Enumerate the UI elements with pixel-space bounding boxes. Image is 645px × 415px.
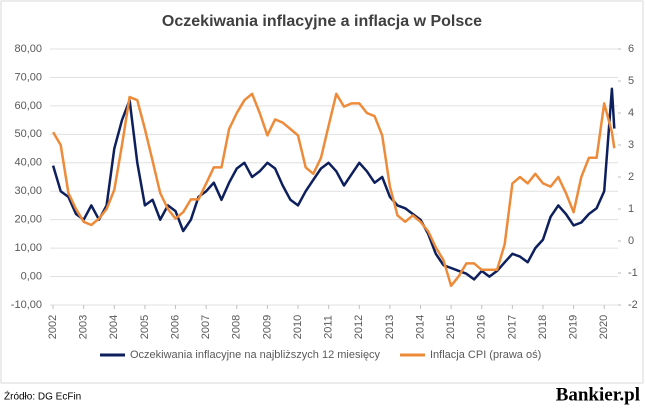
- y2-tick-label: 3: [628, 139, 634, 151]
- y-tick-label: 80,00: [14, 43, 42, 55]
- y-tick-label: 0,00: [21, 270, 42, 282]
- x-tick-label: 2019: [568, 315, 580, 339]
- y2-tick-label: 6: [628, 43, 634, 55]
- x-tick-label: 2015: [445, 315, 457, 339]
- y2-tick-label: 4: [628, 107, 634, 119]
- x-tick-label: 2018: [537, 315, 549, 339]
- y2-tick-label: 1: [628, 203, 634, 215]
- x-tick-label: 2009: [261, 315, 273, 339]
- y2-tick-label: -2: [628, 299, 638, 311]
- x-tick-label: 2010: [292, 315, 304, 339]
- series-line: [52, 92, 616, 288]
- x-tick-label: 2008: [231, 315, 243, 339]
- legend-label: Inflacja CPI (prawa oś): [430, 349, 541, 361]
- x-tick-label: 2012: [353, 315, 365, 339]
- chart-title: Oczekiwania inflacyjne a inflacja w Pols…: [162, 13, 482, 30]
- y-tick-label: 30,00: [14, 185, 42, 197]
- x-tick-label: 2017: [506, 315, 518, 339]
- y-tick-label: 50,00: [14, 128, 42, 140]
- y-tick-label: 40,00: [14, 157, 42, 169]
- y-tick-label: 70,00: [14, 71, 42, 83]
- legend-label: Oczekiwania inflacyjne na najbliższych 1…: [130, 349, 381, 361]
- y2-tick-label: 2: [628, 171, 634, 183]
- y-tick-label: -10,00: [11, 299, 42, 311]
- x-tick-label: 2003: [78, 315, 90, 339]
- x-tick-label: 2005: [139, 315, 151, 339]
- chart-frame: [0, 0, 644, 384]
- x-tick-label: 2007: [200, 315, 212, 339]
- y2-tick-label: 0: [628, 235, 634, 247]
- x-tick-label: 2014: [414, 315, 426, 339]
- y-tick-label: 20,00: [14, 214, 42, 226]
- y-tick-label: 10,00: [14, 242, 42, 254]
- x-tick-label: 2011: [323, 315, 335, 339]
- x-tick-label: 2004: [108, 315, 120, 339]
- y2-tick-label: -1: [628, 267, 638, 279]
- x-tick-label: 2020: [598, 315, 610, 339]
- x-tick-label: 2016: [476, 315, 488, 339]
- y-tick-label: 60,00: [14, 100, 42, 112]
- x-tick-label: 2006: [169, 315, 181, 339]
- y2-tick-label: 5: [628, 75, 634, 87]
- source: Źródło: DG EcFin: [4, 390, 81, 403]
- series-line: [51, 87, 616, 281]
- x-tick-label: 2002: [47, 315, 59, 339]
- brand: Bankier.pl: [556, 384, 640, 405]
- x-tick-label: 2013: [384, 315, 396, 339]
